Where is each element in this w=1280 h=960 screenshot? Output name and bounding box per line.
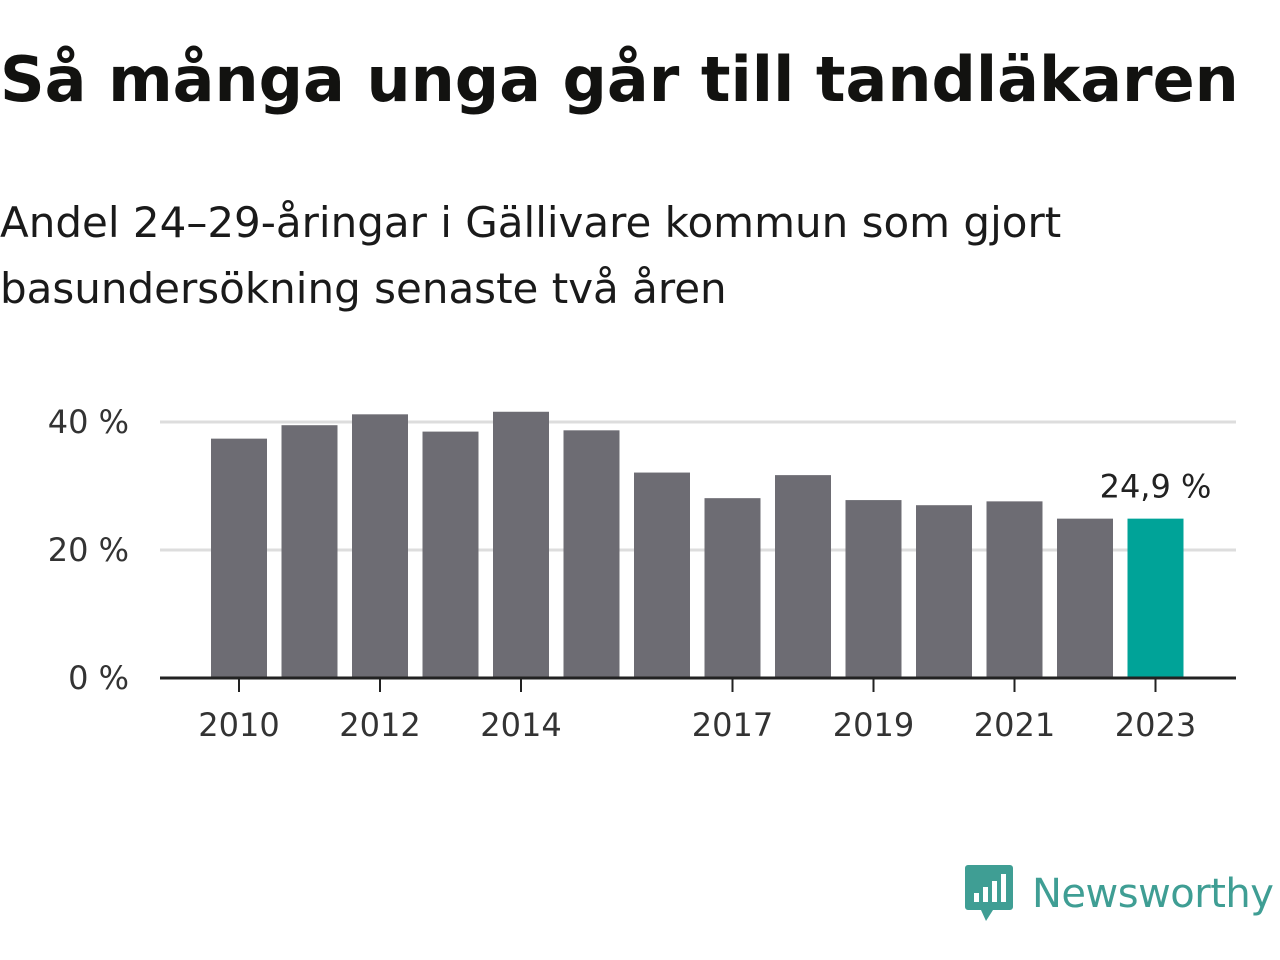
bar [352,414,408,678]
logo-text: Newsworthy [1032,871,1274,917]
chart-subtitle: Andel 24–29-åringar i Gällivare kommun s… [0,198,1062,313]
bar [493,411,549,678]
x-tick-label: 2012 [339,706,420,744]
bars [211,411,1184,678]
bar [422,431,479,678]
bar [281,425,338,678]
axes [160,676,1236,692]
newsworthy-chart-icon [965,865,1013,921]
x-tick-label: 2017 [692,706,773,744]
y-tick-label: 20 % [48,531,129,569]
x-tick-label: 2021 [974,706,1055,744]
chart-title: Så många unga går till tandläkaren [0,43,1239,116]
labels: 0 % 20 % 40 % 2010 2012 2014 2017 2019 2021 2023 2… [48,403,1212,744]
bar-chart: 0 % 20 % 40 % 2010 2012 2014 2017 2019 2021 2023 2… [48,403,1236,744]
y-tick-label: 40 % [48,403,129,441]
bar [634,472,690,678]
bar [1057,518,1113,678]
newsworthy-logo: Newsworthy [964,862,1274,926]
x-tick-label: 2014 [480,706,561,744]
bar [845,500,902,678]
bar [563,430,620,678]
bar [916,505,972,678]
gridlines [160,420,1236,552]
bar-highlight [1127,518,1184,678]
data-label: 24,9 % [1100,468,1212,506]
bar [211,438,267,678]
bar [775,475,831,678]
x-tick-label: 2010 [198,706,279,744]
x-tick-label: 2023 [1115,706,1196,744]
bar [986,501,1043,678]
y-tick-label: 0 % [68,659,129,697]
bar [704,498,761,678]
x-tick-label: 2019 [833,706,914,744]
